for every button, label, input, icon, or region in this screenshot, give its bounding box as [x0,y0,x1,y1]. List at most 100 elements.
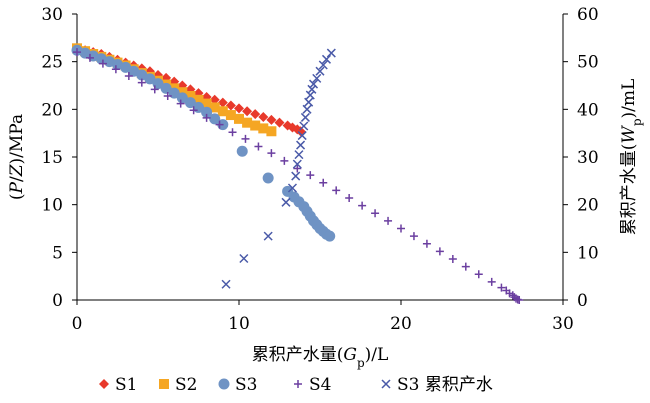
y-tick-label: 30 [41,5,63,25]
legend-label: S3 累积产水 [397,375,493,395]
data-point [111,65,120,74]
data-point [234,103,244,114]
data-point [217,97,228,108]
data-point [193,94,204,105]
data-point [201,98,212,109]
legend-label: S2 [175,375,197,395]
data-point [487,277,496,286]
data-point [280,156,289,165]
data-point [266,114,277,125]
data-point [160,82,172,94]
x-axis-title: 累积产水量(Gp)/L [252,345,389,370]
data-point [515,296,524,304]
data-point [189,106,198,115]
y2-tick-label: 0 [577,291,588,311]
data-point [474,270,483,279]
data-point [242,117,253,128]
data-point [318,60,328,70]
data-point [297,131,307,141]
data-point [258,123,269,134]
data-point [267,149,276,158]
data-point [305,90,315,100]
x-tick-label: 10 [228,314,250,334]
data-point [308,79,319,89]
legend-marker [294,380,302,388]
data-point [326,48,336,58]
legend-marker [99,379,109,389]
data-point [221,279,231,289]
data-point [422,239,431,248]
data-point [254,142,263,151]
data-point [299,121,309,131]
data-point [315,66,325,76]
x-tick-label: 20 [390,314,412,334]
y2-tick-label: 30 [577,148,599,168]
y2-tick-label: 20 [577,196,599,216]
y2-tick-label: 60 [577,5,599,25]
data-point [176,99,185,108]
series-4 [73,48,524,304]
y-tick-label: 5 [52,243,63,263]
plot-area [71,43,524,304]
data-point [287,122,298,133]
data-point [185,90,196,101]
data-point [209,94,220,105]
y-tick-label: 15 [41,148,63,168]
y-tick-label: 20 [41,100,63,120]
data-point [250,120,261,131]
axes: 0 10 20 300510152025300102030405060累积产水量(Gp… [7,5,644,370]
x-tick-label: 30 [552,314,574,334]
data-point [435,247,444,256]
data-point [321,54,332,64]
legend-label: S1 [115,375,137,395]
data-point [177,87,188,98]
data-point [307,84,317,94]
y2-tick-label: 50 [577,53,599,73]
data-point [209,102,220,113]
legend-marker [159,379,169,389]
y2-tick-label: 40 [577,100,599,120]
y-tick-label: 25 [41,53,63,73]
data-point [202,113,211,122]
legend: S1 S2 S3 S4 S3 累积产水 [99,375,493,395]
data-point [274,117,285,128]
data-point [345,193,354,202]
legend-marker [218,378,230,390]
data-point [294,150,304,160]
data-point [461,262,470,271]
data-point [85,53,94,62]
data-point [98,59,107,68]
data-point [144,73,156,85]
data-point [319,178,328,187]
legend-item: S2 [159,375,197,395]
data-point [184,97,196,109]
legend-item: S4 [294,375,331,395]
series-5 [221,48,336,289]
data-point [384,216,393,225]
data-point [209,113,221,125]
data-point [287,183,297,193]
data-point [176,92,188,104]
data-point [215,120,224,129]
legend-item: S3 [218,375,257,395]
data-point [281,197,291,207]
data-point [409,232,418,241]
data-point [241,134,250,143]
data-point [163,91,172,100]
data-point [312,73,322,83]
series-3 [71,44,336,242]
data-point [150,85,159,94]
data-point [242,106,253,117]
y-axis-title: (P/Z)/MPa [7,114,27,200]
data-point [497,283,506,292]
data-point [324,230,336,242]
data-point [124,71,133,80]
data-point [239,253,249,264]
data-point [397,224,405,233]
data-point [296,140,306,150]
data-point [306,171,315,180]
data-point [371,209,380,218]
data-point [234,113,244,124]
